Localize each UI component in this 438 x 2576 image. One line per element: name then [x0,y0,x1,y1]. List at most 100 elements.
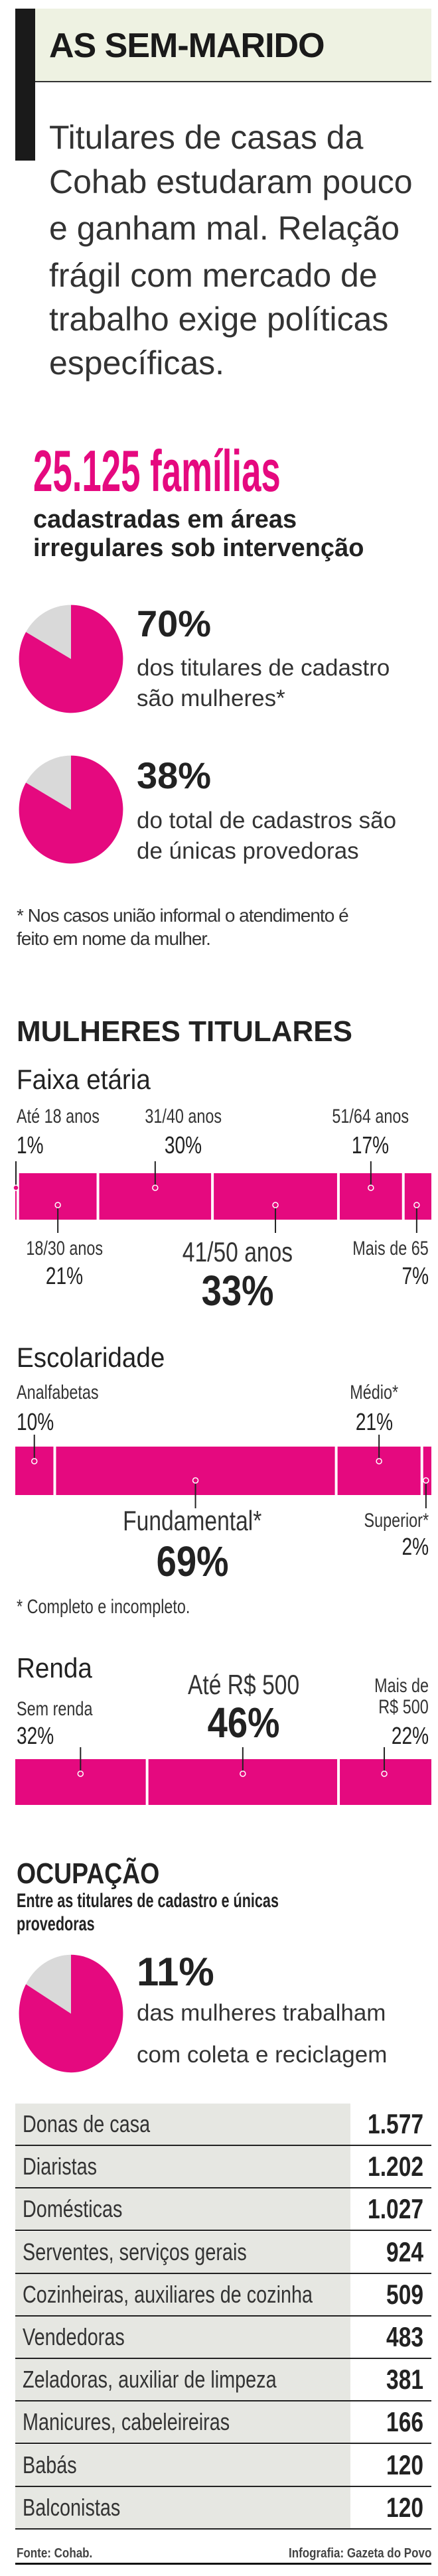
row-label-text: Babás [23,2451,77,2478]
header-accent-bar [15,9,35,161]
lede-line: específicas. [49,344,225,382]
section-title: MULHERES TITULARES [17,1015,352,1048]
row-value-text: 381 [386,2364,423,2396]
lede-line: Titulares de casas da [49,119,364,156]
row-background [15,2231,350,2273]
row-background [15,2444,350,2486]
value-label: 21% [45,1262,84,1289]
table-row: Babás 120 [15,2444,431,2487]
label-ate-500: Até R$ 500 [151,1670,336,1700]
value-18-30: 21% [0,1263,129,1289]
marker-dot [77,1770,84,1777]
row-value: 924 [377,2232,423,2273]
label-superior: Superior* [346,1509,429,1533]
marker-dot [192,1477,199,1484]
row-value-text: 1.577 [367,2108,423,2139]
row-value-text: 1.202 [367,2151,423,2182]
label-41-50: 41/50 anos [145,1237,330,1267]
row-label-text: Diaristas [23,2153,98,2181]
value-label: 17% [351,1131,390,1159]
value-65plus: 7% [394,1263,429,1289]
subtitle-text: Entre as titulares de cadastro e únicas [17,1890,279,1912]
chart-title: Faixa etária [17,1064,162,1095]
stat-text: são mulheres* [137,685,285,711]
families-count: 25.125 famílias [33,441,438,502]
value-label: 32% [17,1722,54,1749]
marker-dot [368,1184,374,1191]
row-value: 1.202 [354,2146,423,2187]
row-label-text: Cozinheiras, auxiliares de cozinha [23,2280,313,2308]
pie-slice-highlight [19,1954,123,2073]
pie-chart-recycling [19,1954,123,2073]
category-label: Fundamental* [123,1505,262,1536]
age-stacked-bar [13,1161,431,1233]
marker-dot [152,1184,159,1191]
value-31-40: 30% [117,1132,250,1159]
lede-line: frágil com mercado de [49,257,378,294]
value-analfabetas: 10% [17,1409,64,1435]
credit: Infografia: Gazeta do Povo [263,2545,431,2561]
marker-dot [272,1202,279,1208]
row-background [15,2486,350,2528]
footnote: * Nos casos união informal o atendimento… [17,905,349,926]
source: Fonte: Cohab. [17,2545,106,2561]
category-label: Médio* [350,1382,399,1403]
stat-value: 38% [137,754,212,796]
value-label: 33% [201,1267,274,1315]
row-background [15,2359,350,2401]
table-row: Diaristas 1.202 [15,2146,431,2189]
education-stacked-bar [15,1435,431,1508]
table-row: Domésticas 1.027 [15,2188,431,2232]
category-label: 51/64 anos [332,1106,409,1127]
row-background [15,2273,350,2315]
category-label: Mais de 65 [352,1238,429,1259]
marker-dot [381,1770,388,1777]
table-row: Manicures, cabeleireiras 166 [15,2401,431,2445]
value-ate-500: 46% [151,1701,336,1745]
row-background [15,2104,350,2145]
header-background [35,9,431,82]
stat-text: do total de cadastros são [137,808,397,833]
row-value-text: 509 [386,2278,423,2310]
stat-text: com coleta e reciclagem [137,2042,388,2068]
table-row: Cozinheiras, auxiliares de cozinha 509 [15,2273,431,2317]
value-label: 22% [391,1722,429,1749]
bar-segment [15,1173,17,1220]
header-divider [35,81,431,82]
marker-dot [413,1202,420,1208]
value-label: 30% [164,1131,202,1159]
value-medio: 21% [308,1409,438,1435]
stat-value: 11% [137,1950,214,1994]
chart-title: Escolaridade [17,1342,178,1373]
row-value-text: 1.027 [367,2193,423,2225]
row-background [15,2317,350,2358]
page-title: AS SEM-MARIDO [49,27,325,65]
bar-segment [340,1759,431,1805]
row-value: 509 [377,2274,423,2315]
category-label: 31/40 anos [145,1106,222,1127]
value-label: 21% [355,1408,394,1435]
category-label: Sem renda [17,1698,93,1720]
value-label: 10% [17,1408,54,1435]
row-value: 120 [377,2487,423,2528]
value-ate18: 1% [17,1132,51,1159]
pie-slice-rest [26,755,72,810]
marker-dot [423,1477,429,1484]
value-51-64: 17% [304,1132,437,1159]
value-superior: 2% [394,1534,429,1560]
row-value-text: 166 [386,2406,423,2438]
pie-slice-highlight [19,755,123,864]
families-count-text: 25.125 famílias [33,438,281,504]
pie-chart-sole-providers [19,755,123,864]
marker-dot [240,1770,246,1777]
row-label: Manicures, cabeleireiras [23,2401,281,2443]
row-label: Donas de casa [23,2104,182,2145]
stat-text: das mulheres trabalham [137,2000,386,2026]
row-label: Serventes, serviços gerais [23,2232,303,2273]
bar-segment [404,1173,431,1220]
value-mais-500: 22% [381,1723,429,1749]
marker-dot [54,1202,61,1208]
category-label: R$ 500 [378,1696,429,1718]
category-label: 18/30 anos [26,1238,103,1259]
category-label: Mais de [374,1675,429,1697]
